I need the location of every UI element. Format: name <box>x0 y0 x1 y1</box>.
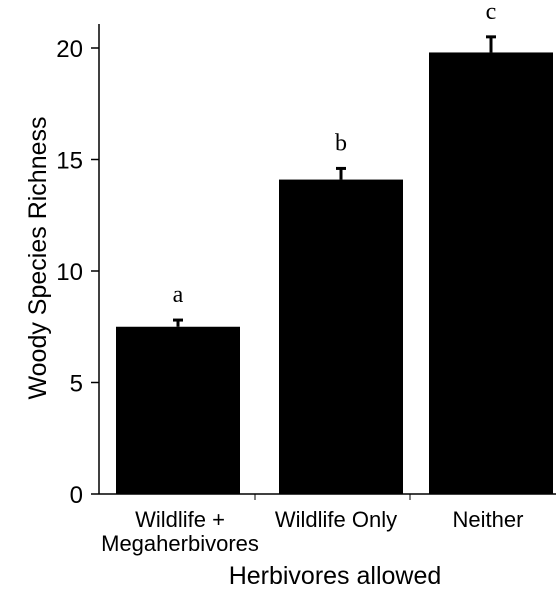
bar <box>279 179 403 494</box>
significance-letter: a <box>173 282 184 308</box>
x-tick-label: Neither <box>453 507 524 532</box>
y-tick-label: 15 <box>56 148 83 175</box>
x-axis-title: Herbivores allowed <box>229 562 442 590</box>
bar <box>429 52 553 495</box>
y-ticks: 0 5 10 15 20 <box>56 36 99 509</box>
y-tick-label: 5 <box>70 371 83 398</box>
y-tick-label: 20 <box>56 36 83 63</box>
bar <box>116 326 240 494</box>
x-tick-labels: Wildlife + Megaherbivores Wildlife Only Nei… <box>101 507 523 556</box>
x-tick-label: Wildlife Only <box>275 507 397 532</box>
significance-letter: b <box>335 130 347 156</box>
x-tick-label: Wildlife + Megaherbivores <box>101 507 259 556</box>
y-axis-title: Woody Species Richness <box>24 116 52 399</box>
significance-letter: c <box>486 0 497 25</box>
bars: a b c <box>116 0 553 495</box>
y-tick-label: 10 <box>56 259 83 286</box>
y-tick-label: 0 <box>70 482 83 509</box>
